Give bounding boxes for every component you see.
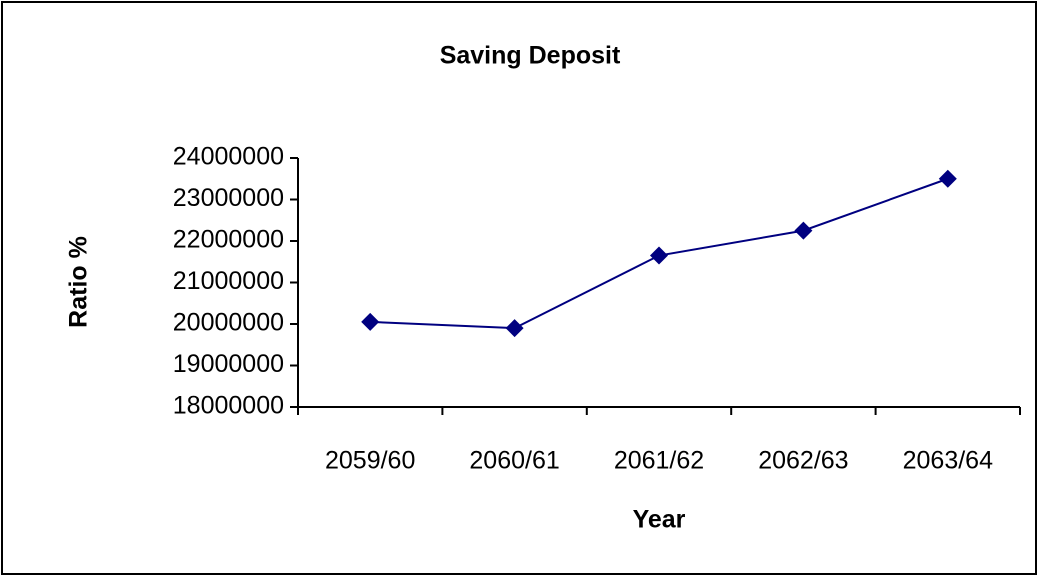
point-marker	[650, 246, 668, 265]
y-axis-label: Ratio %	[65, 236, 93, 328]
y-tick-label: 23000000	[173, 184, 284, 212]
x-tick-label: 2060/61	[469, 447, 559, 475]
point-marker	[361, 312, 380, 331]
x-tick-label: 2063/64	[903, 447, 993, 475]
y-tick-label: 19000000	[173, 350, 284, 378]
chart-title: Saving Deposit	[440, 42, 621, 70]
y-tick-label: 22000000	[173, 226, 284, 254]
y-tick-label: 24000000	[173, 143, 284, 171]
point-marker	[938, 169, 957, 188]
x-tick-label: 2059/60	[325, 447, 415, 475]
y-tick-label: 21000000	[173, 267, 284, 295]
point-marker	[794, 221, 813, 240]
y-tick-label: 18000000	[173, 392, 284, 420]
point-marker	[505, 319, 524, 338]
x-tick-label: 2061/62	[614, 447, 704, 475]
x-axis-label: Year	[633, 506, 686, 534]
y-tick-label: 20000000	[173, 309, 284, 337]
x-tick-label: 2062/63	[758, 447, 848, 475]
